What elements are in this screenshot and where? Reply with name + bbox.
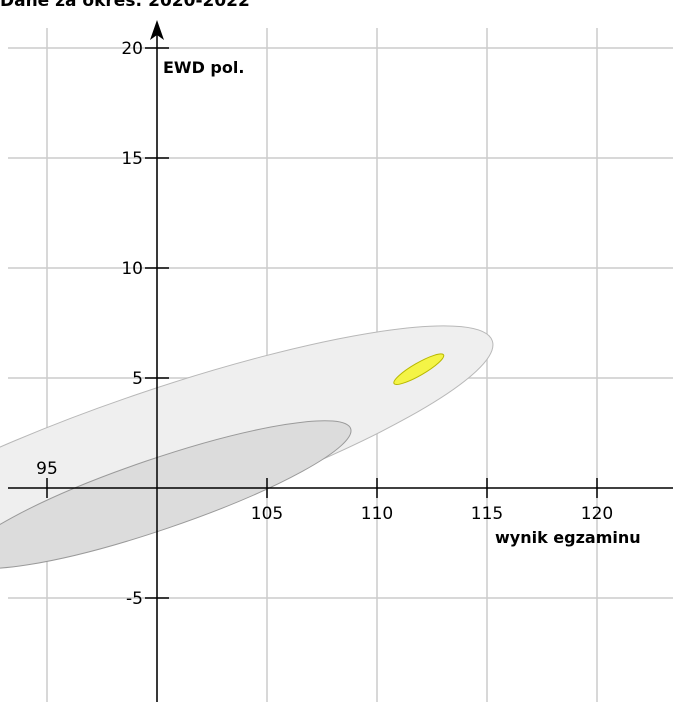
x-tick-label: 105	[251, 504, 283, 524]
y-tick-label: -5	[126, 589, 143, 609]
axes	[8, 20, 673, 702]
x-tick-label: 120	[581, 504, 613, 524]
y-axis-label: EWD pol.	[163, 58, 244, 77]
y-tick-label: 20	[121, 39, 143, 59]
y-tick-label: 15	[121, 149, 143, 169]
y-axis-arrow	[150, 20, 164, 40]
x-tick-label: 110	[361, 504, 393, 524]
ellipse-school	[393, 353, 445, 385]
x-axis-label: wynik egzaminu	[495, 528, 641, 547]
x-tick-label: 95	[36, 459, 58, 479]
y-tick-label: 5	[132, 369, 143, 389]
y-tick-label: 10	[121, 259, 143, 279]
ellipses-layer	[0, 325, 494, 585]
chart-title: Dane za okres: 2020-2022	[0, 0, 250, 11]
x-tick-label: 115	[471, 504, 503, 524]
